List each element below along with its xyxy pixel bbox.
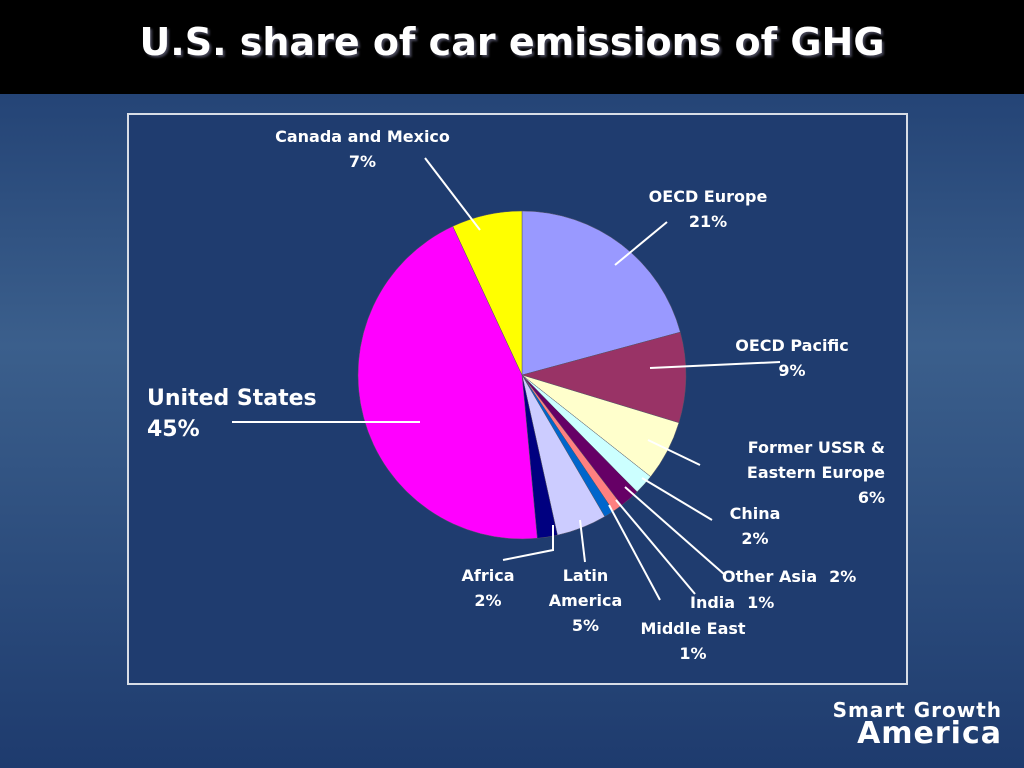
value-label: 1% xyxy=(747,593,775,612)
slice-label: China 2% xyxy=(705,501,805,551)
slice-label: OECD Europe 21% xyxy=(628,184,788,234)
value-label: 45% xyxy=(147,417,200,442)
leader-line xyxy=(624,486,726,576)
leader-line xyxy=(614,221,668,266)
value-label: 6% xyxy=(857,488,885,507)
value-label: 7% xyxy=(348,152,377,171)
category-label: United States xyxy=(147,386,317,411)
logo-line: Smart Growth xyxy=(832,698,1002,722)
value-label: 21% xyxy=(688,212,728,231)
slice-label: Canada and Mexico 7% xyxy=(250,124,475,174)
value-label: 1% xyxy=(679,644,707,663)
value-label: 2% xyxy=(474,591,502,610)
leader-line xyxy=(647,439,701,466)
slice-label: Latin America 5% xyxy=(538,563,633,638)
category-label: Latin America xyxy=(548,566,623,610)
category-label: India xyxy=(690,593,736,612)
value-label: 2% xyxy=(741,529,769,548)
category-label: Africa xyxy=(461,566,515,585)
category-label: OECD Pacific xyxy=(735,336,849,355)
slice-label: Middle East 1% xyxy=(628,616,758,666)
leader-line xyxy=(615,499,696,595)
leader-line xyxy=(424,157,481,231)
category-label: Canada and Mexico xyxy=(275,127,450,146)
value-label: 5% xyxy=(571,616,600,635)
leader-line xyxy=(608,504,661,601)
slice-label: India 1% xyxy=(690,590,800,615)
leader-line xyxy=(641,477,713,521)
pie-slice xyxy=(521,210,681,376)
pie-slice xyxy=(452,210,523,376)
category-label: China xyxy=(729,504,781,523)
slice-label: Former USSR & Eastern Europe 6% xyxy=(690,435,885,510)
pie-slice xyxy=(357,225,538,540)
value-label: 2% xyxy=(829,567,857,586)
slice-label: Other Asia 2% xyxy=(722,564,892,589)
chart-title: U.S. share of car emissions of GHG xyxy=(139,20,885,64)
category-label: Middle East xyxy=(640,619,746,638)
category-label: OECD Europe xyxy=(648,187,768,206)
slice-label: OECD Pacific 9% xyxy=(712,333,872,383)
category-label: Other Asia xyxy=(722,567,818,586)
leader-line xyxy=(649,361,781,369)
value-label: 9% xyxy=(778,361,806,380)
leader-line xyxy=(579,519,586,563)
pie-slice xyxy=(521,331,687,424)
slice-label: Africa 2% xyxy=(443,563,533,613)
category-label: Former USSR & Eastern Europe xyxy=(746,438,885,482)
slice-label: United States 45% xyxy=(147,383,367,445)
leader-line xyxy=(502,525,554,561)
title-bar xyxy=(0,0,1024,94)
logo-line: America xyxy=(857,716,1002,751)
